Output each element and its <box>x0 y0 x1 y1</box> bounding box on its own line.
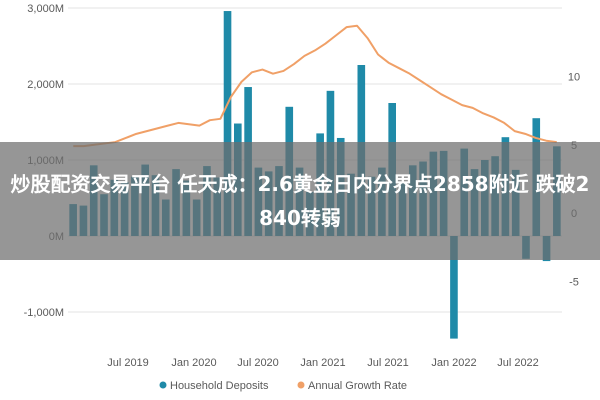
x-axis-tick-label: Jan 2022 <box>431 357 476 369</box>
x-axis-tick-label: Jul 2022 <box>497 357 539 369</box>
legend-marker-annual-growth-rate <box>297 381 305 389</box>
growth-rate-line <box>73 24 557 148</box>
right-axis-tick-label: -5 <box>569 277 579 289</box>
x-axis-tick-label: Jan 2021 <box>300 357 345 369</box>
headline-text: 炒股配资交易平台 任天成：2.6黄金日内分界点2858附近 跌破2840转弱 <box>10 172 590 230</box>
bar <box>223 11 232 237</box>
x-axis-tick-label: Jul 2019 <box>107 357 149 369</box>
bar <box>450 236 458 339</box>
right-axis-tick-label: 10 <box>568 71 580 83</box>
legend-label-household-deposits: Household Deposits <box>170 380 269 392</box>
left-axis-tick-label: 2,000M <box>27 79 64 91</box>
x-axis-tick-label: Jan 2020 <box>171 357 216 369</box>
line-series-annual-growth-rate <box>73 24 557 148</box>
x-axis-tick-labels: Jul 2019 Jan 2020 Jul 2020 Jan 2021 Jul 2021… <box>107 357 539 369</box>
left-axis-tick-label: -1,000M <box>24 307 64 319</box>
x-axis-tick-label: Jul 2020 <box>237 357 279 369</box>
legend: Household Deposits Annual Growth Rate <box>159 380 407 392</box>
headline-banner: 炒股配资交易平台 任天成：2.6黄金日内分界点2858附近 跌破2840转弱 <box>0 142 600 260</box>
legend-label-annual-growth-rate: Annual Growth Rate <box>308 380 407 392</box>
left-axis-tick-label: 3,000M <box>27 3 64 15</box>
legend-marker-household-deposits <box>159 381 167 389</box>
x-axis-tick-label: Jul 2021 <box>367 357 409 369</box>
